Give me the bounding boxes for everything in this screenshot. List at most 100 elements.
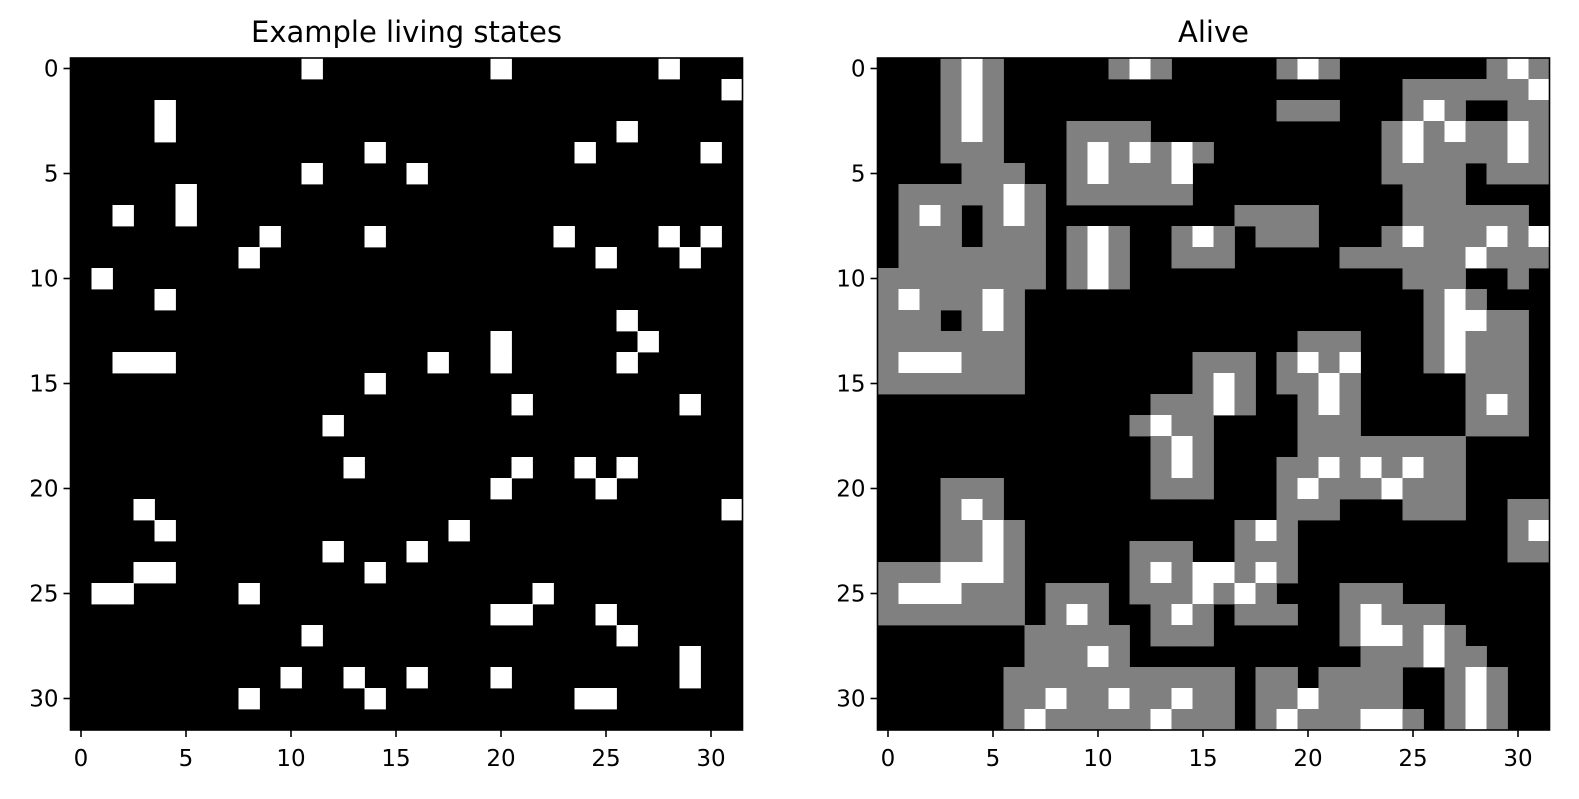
heatmap-cell: [961, 184, 983, 206]
heatmap-cell: [940, 478, 962, 500]
heatmap-cell: [1507, 373, 1529, 395]
heatmap-cell: [1129, 415, 1151, 437]
heatmap-cell: [1276, 58, 1298, 80]
heatmap-cell: [1486, 247, 1508, 269]
heatmap-cell: [1234, 520, 1256, 542]
heatmap-cell: [1213, 562, 1235, 584]
heatmap-cell: [364, 373, 386, 395]
heatmap-cell: [1297, 415, 1319, 437]
heatmap-cell: [1318, 436, 1340, 458]
heatmap-cell: [940, 541, 962, 563]
heatmap-cell: [1150, 604, 1172, 626]
heatmap-cell: [112, 352, 134, 374]
heatmap-cell: [1444, 289, 1466, 311]
heatmap-cell: [898, 205, 920, 227]
heatmap-cell: [1318, 352, 1340, 374]
heatmap-cell: [154, 352, 176, 374]
heatmap-cell: [982, 79, 1004, 101]
heatmap-cell: [1423, 226, 1445, 248]
heatmap-cell: [1276, 709, 1298, 731]
heatmap-cell: [1066, 142, 1088, 164]
heatmap-cell: [1150, 184, 1172, 206]
heatmap-cell: [154, 562, 176, 584]
heatmap-cell: [721, 499, 743, 521]
heatmap-cell: [1465, 709, 1487, 731]
heatmap-cell: [1486, 163, 1508, 185]
heatmap-cell: [898, 562, 920, 584]
heatmap-cell: [1108, 184, 1130, 206]
y-tick-label: 25: [29, 582, 58, 608]
heatmap-cell: [1423, 163, 1445, 185]
heatmap-cell: [553, 226, 575, 248]
heatmap-cell: [1192, 352, 1214, 374]
heatmap-cell: [1444, 478, 1466, 500]
heatmap-cell: [1150, 58, 1172, 80]
heatmap-cell: [1381, 646, 1403, 668]
heatmap-cell: [1381, 688, 1403, 710]
heatmap-cell: [1360, 457, 1382, 479]
heatmap-cell: [1234, 205, 1256, 227]
heatmap-cell: [877, 268, 899, 290]
heatmap-cell: [1465, 205, 1487, 227]
heatmap-cell: [1444, 646, 1466, 668]
heatmap-cell: [1171, 709, 1193, 731]
heatmap-cell: [961, 541, 983, 563]
heatmap-cell: [1423, 289, 1445, 311]
heatmap-cell: [982, 58, 1004, 80]
heatmap-cell: [961, 247, 983, 269]
heatmap-cell: [322, 415, 344, 437]
heatmap-background: [70, 58, 743, 730]
heatmap-cell: [1255, 667, 1277, 689]
heatmap-cell: [982, 142, 1004, 164]
heatmap-cell: [1465, 352, 1487, 374]
heatmap-cell: [877, 562, 899, 584]
heatmap-cell: [898, 247, 920, 269]
heatmap-cell: [112, 583, 134, 605]
heatmap-cell: [1129, 121, 1151, 143]
heatmap-cell: [1423, 79, 1445, 101]
heatmap-cell: [1003, 541, 1025, 563]
heatmap-cell: [1129, 688, 1151, 710]
heatmap-cell: [1318, 709, 1340, 731]
heatmap-cell: [1171, 604, 1193, 626]
heatmap-cell: [1402, 121, 1424, 143]
heatmap-cell: [1423, 436, 1445, 458]
heatmap-cell: [898, 310, 920, 332]
heatmap-cell: [1213, 667, 1235, 689]
heatmap-cell: [961, 373, 983, 395]
heatmap-cell: [1423, 100, 1445, 122]
heatmap-cell: [1003, 373, 1025, 395]
heatmap-cell: [1402, 604, 1424, 626]
heatmap-cell: [1003, 184, 1025, 206]
heatmap-cell: [1003, 289, 1025, 311]
heatmap-cell: [1507, 205, 1529, 227]
heatmap-cell: [1087, 268, 1109, 290]
heatmap-cell: [1087, 121, 1109, 143]
heatmap-cell: [1045, 646, 1067, 668]
heatmap-cell: [1003, 247, 1025, 269]
heatmap-cell: [1066, 625, 1088, 647]
heatmap-cell: [877, 583, 899, 605]
heatmap-cell: [1276, 205, 1298, 227]
heatmap-cell: [1507, 79, 1529, 101]
y-tick-label: 25: [836, 582, 865, 608]
heatmap-cell: [700, 142, 722, 164]
heatmap-cell: [1192, 457, 1214, 479]
heatmap-cell: [1066, 163, 1088, 185]
heatmap-cell: [511, 394, 533, 416]
heatmap-cell: [919, 373, 941, 395]
heatmap-cell: [1507, 415, 1529, 437]
x-tick-label: 20: [486, 746, 515, 772]
heatmap-cell: [919, 205, 941, 227]
y-tick-label: 0: [851, 57, 866, 83]
heatmap-cell: [595, 478, 617, 500]
heatmap-cell: [1171, 583, 1193, 605]
heatmap-cell: [982, 184, 1004, 206]
heatmap-cell: [1360, 604, 1382, 626]
heatmap-cell: [919, 310, 941, 332]
heatmap-cell: [1381, 247, 1403, 269]
heatmap-cell: [1087, 583, 1109, 605]
heatmap-cell: [982, 478, 1004, 500]
heatmap-cell: [1486, 688, 1508, 710]
heatmap-cell: [532, 583, 554, 605]
